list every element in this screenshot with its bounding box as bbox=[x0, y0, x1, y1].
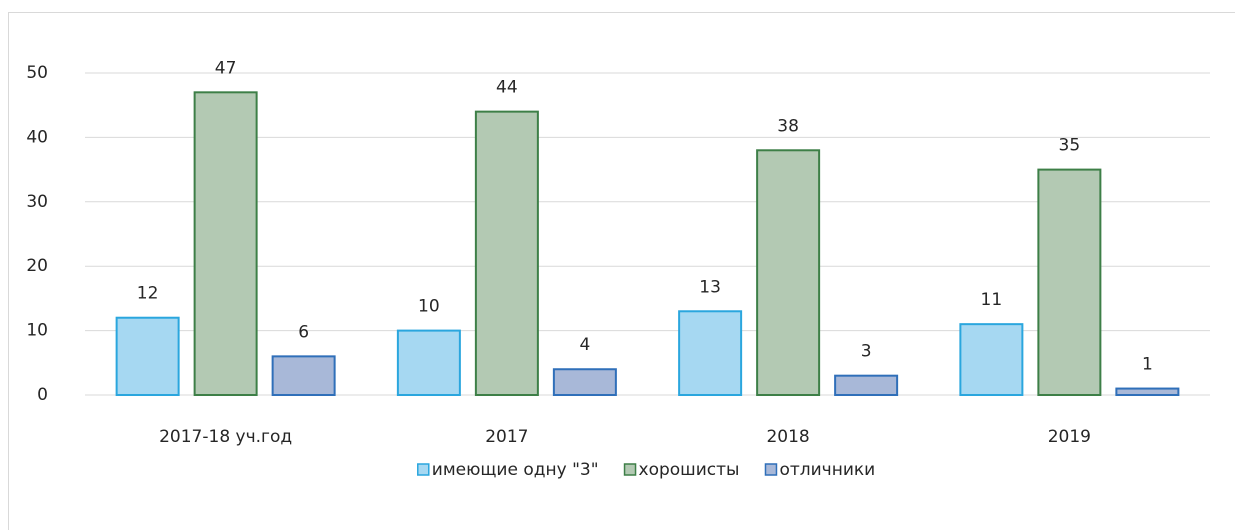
bar bbox=[678, 310, 743, 396]
bar bbox=[959, 323, 1024, 396]
bar bbox=[396, 329, 461, 397]
bar bbox=[1115, 387, 1180, 396]
bar bbox=[193, 91, 258, 396]
bar bbox=[834, 374, 899, 396]
data-label: 44 bbox=[496, 78, 518, 98]
x-tick-label: 2018 bbox=[766, 427, 809, 447]
legend-label: отличники bbox=[779, 460, 875, 480]
legend-swatch bbox=[764, 463, 778, 476]
y-tick-label: 0 bbox=[37, 385, 48, 405]
x-tick-label: 2019 bbox=[1048, 427, 1091, 447]
legend-swatch bbox=[623, 463, 637, 476]
data-label: 1 bbox=[1142, 355, 1153, 375]
legend-label: хорошисты bbox=[639, 460, 740, 480]
y-tick-label: 10 bbox=[26, 321, 48, 341]
y-tick-label: 50 bbox=[26, 63, 48, 83]
legend-label: имеющие одну "3" bbox=[432, 460, 599, 480]
data-label: 6 bbox=[298, 322, 309, 342]
bar bbox=[1037, 168, 1102, 396]
data-label: 10 bbox=[418, 297, 440, 317]
bar bbox=[271, 355, 336, 396]
bar bbox=[756, 149, 821, 396]
bar bbox=[552, 368, 617, 396]
data-label: 38 bbox=[777, 116, 799, 136]
data-label: 13 bbox=[699, 277, 721, 297]
data-label: 3 bbox=[861, 342, 872, 362]
x-tick-label: 2017 bbox=[485, 427, 528, 447]
data-label: 35 bbox=[1059, 136, 1081, 156]
y-tick-label: 20 bbox=[26, 256, 48, 276]
x-tick-label: 2017-18 уч.год bbox=[159, 427, 292, 447]
data-label: 11 bbox=[981, 290, 1003, 310]
data-label: 47 bbox=[215, 58, 237, 78]
bar bbox=[115, 316, 180, 396]
bar bbox=[474, 110, 539, 396]
data-label: 12 bbox=[137, 284, 159, 304]
y-tick-label: 40 bbox=[26, 127, 48, 147]
legend-swatch bbox=[417, 463, 430, 476]
y-tick-label: 30 bbox=[26, 192, 48, 212]
data-label: 4 bbox=[579, 335, 590, 355]
